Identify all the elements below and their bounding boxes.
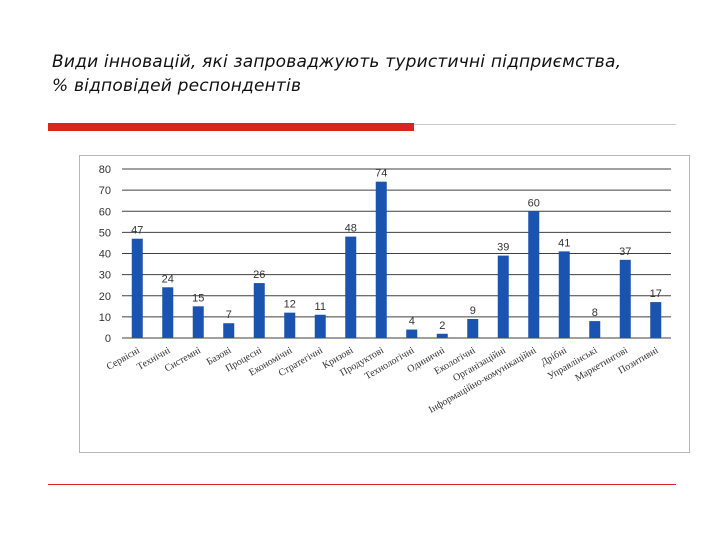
- y-tick-label: 50: [99, 227, 111, 239]
- slide-title-line-1: Види інновацій, які запроваджують турист…: [52, 52, 622, 72]
- bar: [314, 314, 326, 338]
- bar: [497, 255, 509, 338]
- y-tick-label: 20: [99, 291, 111, 303]
- bar: [345, 236, 357, 338]
- data-label: 47: [131, 225, 143, 237]
- data-label: 24: [162, 273, 174, 285]
- data-label: 7: [226, 309, 232, 321]
- data-label: 15: [192, 292, 204, 304]
- data-label: 8: [592, 307, 598, 319]
- footer-divider: [48, 484, 676, 485]
- data-label: 17: [650, 288, 662, 300]
- data-label: 41: [558, 237, 570, 249]
- x-tick-label: Сервісні: [105, 345, 142, 373]
- bar: [375, 181, 387, 338]
- bar: [284, 312, 296, 338]
- bar: [223, 323, 235, 338]
- bar: [589, 321, 601, 338]
- data-label: 39: [497, 242, 509, 254]
- y-tick-label: 10: [99, 312, 111, 324]
- data-label: 4: [409, 316, 415, 328]
- title-accent-bar: [48, 123, 414, 131]
- data-label: 37: [619, 246, 631, 258]
- y-tick-label: 0: [105, 333, 111, 345]
- bar: [131, 238, 143, 338]
- data-label: 74: [375, 168, 387, 180]
- bar-chart: 0102030405060708047Сервісні24Технічні15С…: [99, 164, 671, 416]
- data-label: 2: [439, 320, 445, 332]
- y-tick-label: 60: [99, 206, 111, 218]
- y-tick-label: 80: [99, 164, 111, 176]
- bar: [162, 287, 174, 338]
- bar: [650, 302, 662, 338]
- bar: [436, 333, 448, 338]
- y-tick-label: 40: [99, 249, 111, 261]
- y-tick-label: 30: [99, 270, 111, 282]
- chart-frame: 0 10 20 30 40 50 60 70 80 47 Сервісні 24 Технічні 15 С…: [79, 155, 690, 453]
- data-label: 26: [253, 269, 265, 281]
- slide-title: Види інновацій, які запроваджують турист…: [52, 50, 702, 98]
- bar: [558, 251, 570, 338]
- bar: [406, 329, 418, 338]
- slide-title-line-2: % відповідей респондентів: [52, 76, 302, 96]
- bar: [253, 283, 265, 338]
- data-label: 60: [528, 197, 540, 209]
- bar: [467, 318, 479, 338]
- data-label: 9: [470, 305, 476, 317]
- data-label: 48: [345, 223, 357, 235]
- data-label: 12: [284, 299, 296, 311]
- y-tick-label: 70: [99, 185, 111, 197]
- bar: [192, 306, 204, 338]
- data-label: 11: [315, 301, 326, 313]
- bar: [619, 259, 631, 338]
- bar: [528, 211, 540, 338]
